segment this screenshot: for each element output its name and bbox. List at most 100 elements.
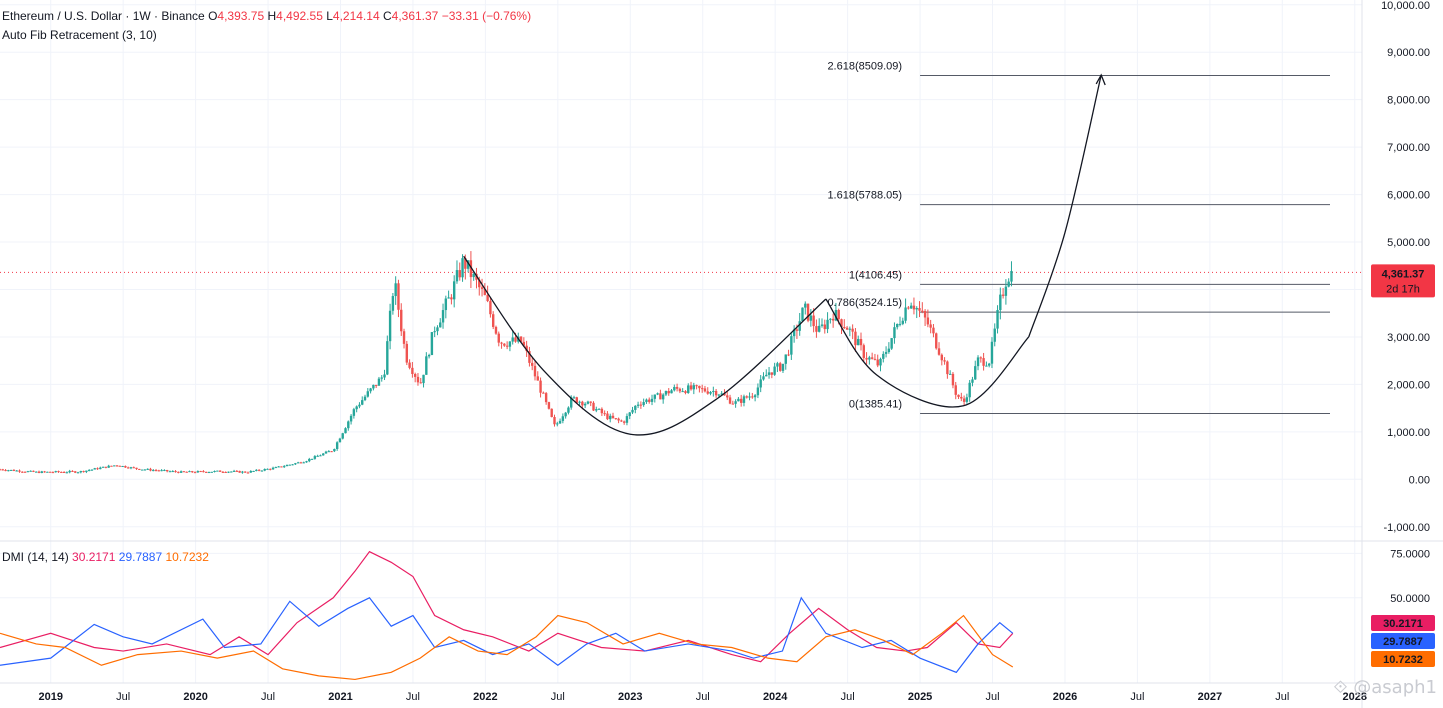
dmi-value-badge-text: 30.2171: [1383, 618, 1423, 630]
candle-body: [85, 470, 88, 472]
candle-body: [411, 367, 414, 374]
candle-body: [505, 345, 509, 347]
cup-handle-drawing[interactable]: [463, 73, 1106, 436]
candle-body: [831, 318, 835, 321]
candle-body: [653, 394, 657, 399]
price-tick-label: 7,000.00: [1387, 142, 1430, 154]
candle-body: [394, 283, 397, 297]
candle-body: [851, 328, 854, 332]
time-tick-label: Jul: [551, 691, 565, 703]
candle-body: [742, 396, 746, 403]
dmi-plus-value: 30.2171: [72, 550, 116, 564]
candle-body: [528, 351, 531, 363]
candle-body: [65, 472, 69, 474]
candle-body: [216, 470, 219, 472]
dmi-series-line: [0, 550, 1014, 663]
dmi-series-line: [0, 596, 1014, 674]
time-tick-label: 2024: [763, 691, 788, 703]
candle-body: [285, 465, 289, 467]
candle-body: [23, 471, 27, 473]
candle-body: [358, 404, 361, 407]
price-axis[interactable]: 10,000.00 9,000.00 8,000.00 7,000.00 6,000.0…: [1381, 0, 1430, 534]
candle-body: [773, 366, 776, 375]
time-axis[interactable]: 2019 Jul 2020 Jul 2021 Jul 2022 Jul 2023 Jul 2024 J…: [38, 691, 1367, 703]
candle-body: [347, 421, 350, 429]
candle-body: [177, 471, 180, 473]
candle-body: [274, 467, 278, 469]
candle-body: [283, 466, 286, 468]
candle-body: [762, 376, 765, 380]
candle-body: [631, 409, 634, 413]
candle-body: [62, 472, 66, 474]
candle-body: [1010, 270, 1013, 282]
fib-retracement[interactable]: 2.618(8509.09) 1.618(5788.05) 1(4106.45) 0.…: [827, 60, 1330, 415]
candle-body: [904, 307, 907, 321]
candle-body: [269, 468, 272, 470]
candle-body: [868, 357, 871, 360]
candle-body: [976, 357, 980, 367]
candle-body: [160, 470, 163, 472]
candle-body: [898, 323, 902, 325]
candle-body: [907, 307, 910, 309]
candle-body: [664, 390, 668, 395]
candle-body: [553, 416, 556, 425]
candle-body: [87, 470, 91, 472]
candle-body: [634, 405, 637, 410]
time-tick-label: Jul: [116, 691, 130, 703]
candle-body: [595, 409, 598, 411]
candle-body: [943, 360, 946, 362]
candle-body: [684, 391, 687, 393]
candle-body: [968, 382, 971, 398]
candle-body: [227, 471, 230, 473]
candle-body: [402, 331, 406, 344]
candle-body: [241, 471, 244, 473]
candle-body: [291, 464, 294, 466]
price-tick-label: 1,000.00: [1387, 427, 1430, 439]
candle-body: [503, 343, 506, 346]
candle-body: [921, 310, 924, 312]
candle-body: [199, 471, 202, 473]
candle-body: [572, 397, 576, 399]
candle-body: [678, 388, 682, 392]
indicator-name[interactable]: Auto Fib Retracement (3, 10): [2, 28, 157, 42]
candle-body: [313, 456, 317, 459]
indicator-legend[interactable]: Auto Fib Retracement (3, 10): [2, 28, 157, 42]
candle-body: [386, 341, 389, 375]
watermark-text: @asaph1: [1353, 677, 1437, 698]
dmi-axis[interactable]: 75.0000 50.0000: [1390, 548, 1430, 604]
candle-body: [965, 397, 969, 402]
candle-body: [987, 363, 991, 366]
candle-body: [670, 390, 673, 394]
candle-body: [452, 281, 456, 300]
dmi-legend[interactable]: DMI (14, 14) 30.2171 29.7887 10.7232: [2, 550, 209, 564]
candle-body: [324, 451, 328, 454]
candle-body: [115, 465, 119, 467]
candle-body: [90, 469, 94, 471]
candle-body: [288, 464, 291, 466]
symbol-title[interactable]: Ethereum / U.S. Dollar · 1W · Binance: [2, 9, 205, 23]
time-tick-label: 2026: [1053, 691, 1077, 703]
candle-body: [845, 327, 849, 330]
candle-body: [408, 362, 411, 368]
watermark: ⟐ @asaph1: [1333, 677, 1437, 698]
candles[interactable]: [0, 251, 1013, 474]
candle-body: [486, 294, 489, 302]
cup-curve: [463, 255, 827, 436]
candle-body: [996, 309, 999, 329]
dmi-name[interactable]: DMI (14, 14): [2, 550, 69, 564]
candle-body: [391, 296, 395, 311]
candle-body: [645, 399, 648, 403]
candle-body: [578, 401, 581, 403]
candle-body: [932, 327, 935, 334]
candle-body: [422, 374, 425, 384]
candle-body: [639, 404, 643, 406]
candle-body: [37, 471, 41, 473]
candle-body: [726, 395, 729, 398]
candle-body: [296, 462, 300, 464]
candle-body: [781, 363, 785, 371]
low-value: 4,214.14: [332, 9, 380, 23]
candle-body: [333, 449, 336, 452]
candle-body: [960, 396, 963, 399]
candle-body: [703, 388, 707, 392]
